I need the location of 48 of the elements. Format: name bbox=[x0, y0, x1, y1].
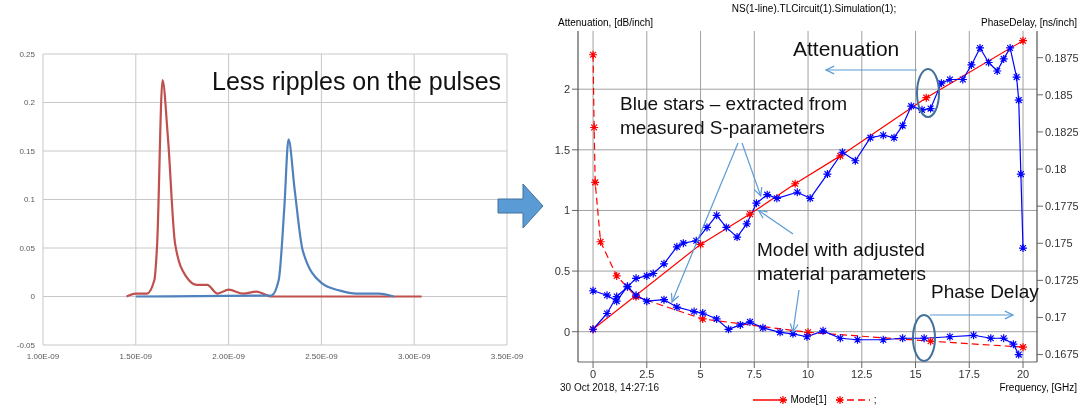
y-axis-title: Attenuation, [dB/inch] bbox=[558, 17, 654, 28]
y2-tick-label: 0.1725 bbox=[1045, 274, 1078, 287]
x-tick-label: 2.50E-09 bbox=[305, 351, 339, 361]
y2-tick-label: 0.185 bbox=[1045, 88, 1073, 101]
y-tick-label: 0.2 bbox=[23, 98, 36, 108]
y-tick-label: 0 bbox=[563, 325, 570, 338]
y2-tick-label: 0.1825 bbox=[1045, 125, 1078, 138]
y2-tick-label: 0.17 bbox=[1045, 311, 1067, 324]
x-tick-label: 3.50E-09 bbox=[490, 351, 524, 361]
x-tick-label: 20 bbox=[1016, 367, 1030, 380]
annotation: Blue stars – extracted from measured S-parameters bbox=[620, 92, 849, 140]
y-tick-label: 0 bbox=[30, 292, 36, 302]
chart-title: NS(1-line).TLCircuit(1).Simulation(1); bbox=[730, 3, 898, 14]
y2-tick-label: 0.1675 bbox=[1045, 348, 1078, 361]
y2-axis-title: PhaseDelay, [ns/inch] bbox=[980, 17, 1077, 28]
y-tick-label: 1.5 bbox=[554, 143, 570, 156]
y-tick-label: 1 bbox=[563, 204, 570, 217]
legend-label: ; bbox=[873, 394, 877, 405]
x-tick-label: 15 bbox=[909, 367, 922, 380]
x-tick-label: 1.00E-09 bbox=[26, 351, 60, 361]
annotation: Model with adjusted material parameters bbox=[757, 239, 926, 284]
y-tick-label: -0.05 bbox=[16, 340, 36, 350]
y-tick-label: 0.25 bbox=[19, 49, 36, 59]
legend-label: Mode[1] bbox=[790, 394, 827, 405]
x-tick-label: 0 bbox=[589, 367, 597, 380]
y2-tick-label: 0.1775 bbox=[1045, 200, 1078, 213]
y-tick-label: 2 bbox=[563, 83, 570, 96]
x-tick-label: 5 bbox=[697, 367, 704, 380]
y-tick-label: 0.15 bbox=[19, 146, 36, 156]
x-tick-label: 2.00E-09 bbox=[212, 351, 246, 361]
x-tick-label: 3.00E-09 bbox=[397, 351, 431, 361]
y-tick-label: 0.5 bbox=[554, 264, 570, 277]
y-tick-label: 0.05 bbox=[19, 243, 36, 253]
x-tick-label: 12.5 bbox=[851, 367, 873, 380]
annotation: Less ripples on the pulses bbox=[212, 66, 503, 97]
y-tick-label: 0.1 bbox=[23, 195, 36, 205]
x-tick-label: 7.5 bbox=[746, 367, 762, 380]
y2-tick-label: 0.18 bbox=[1045, 162, 1067, 175]
x-tick-label: 1.50E-09 bbox=[119, 351, 153, 361]
y2-tick-label: 0.1875 bbox=[1045, 51, 1078, 64]
x-axis-title: Frequency, [GHz] bbox=[998, 382, 1077, 393]
x-tick-label: 17.5 bbox=[958, 367, 980, 380]
annotation: Phase Delay bbox=[931, 281, 1039, 302]
x-tick-label: 2.5 bbox=[639, 367, 655, 380]
y2-tick-label: 0.175 bbox=[1045, 237, 1073, 250]
text: 30 Oct 2018, 14:27:16 bbox=[560, 382, 660, 395]
x-tick-label: 10 bbox=[801, 367, 815, 380]
annotation: Attenuation bbox=[793, 36, 901, 62]
